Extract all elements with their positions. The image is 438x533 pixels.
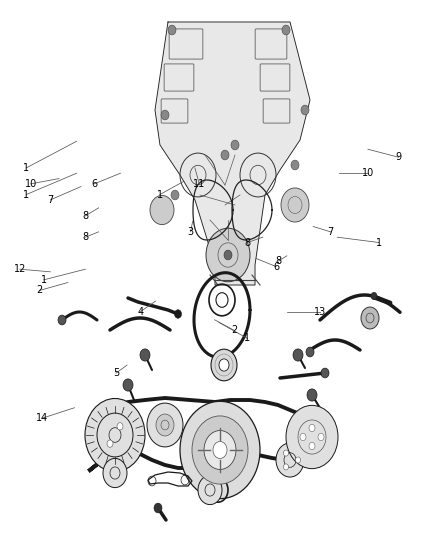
Polygon shape xyxy=(155,22,310,285)
Circle shape xyxy=(283,464,289,470)
Text: 1: 1 xyxy=(376,238,382,247)
Text: 1: 1 xyxy=(157,190,163,199)
Text: 10: 10 xyxy=(25,179,37,189)
Text: 12: 12 xyxy=(14,264,26,274)
Circle shape xyxy=(103,458,127,488)
Circle shape xyxy=(300,433,306,441)
Circle shape xyxy=(224,250,232,260)
Circle shape xyxy=(168,25,176,35)
Circle shape xyxy=(296,457,300,463)
Circle shape xyxy=(85,399,145,472)
Circle shape xyxy=(231,140,239,150)
Text: 4: 4 xyxy=(137,307,143,317)
Circle shape xyxy=(309,424,315,432)
Text: 9: 9 xyxy=(396,152,402,162)
Circle shape xyxy=(282,25,290,35)
Circle shape xyxy=(318,433,324,441)
Circle shape xyxy=(283,450,289,456)
Text: 7: 7 xyxy=(47,195,53,205)
Text: 2: 2 xyxy=(231,326,237,335)
Circle shape xyxy=(219,359,229,371)
Text: 11: 11 xyxy=(193,179,205,189)
Circle shape xyxy=(206,228,250,282)
Text: 7: 7 xyxy=(328,227,334,237)
Circle shape xyxy=(107,440,113,447)
Circle shape xyxy=(174,310,181,318)
Text: 1: 1 xyxy=(23,163,29,173)
Text: 8: 8 xyxy=(244,238,251,247)
Circle shape xyxy=(58,315,66,325)
Circle shape xyxy=(211,349,237,381)
Circle shape xyxy=(161,110,169,120)
Circle shape xyxy=(150,196,174,224)
Circle shape xyxy=(171,190,179,200)
Circle shape xyxy=(321,368,329,378)
Circle shape xyxy=(309,442,315,450)
Circle shape xyxy=(123,379,133,391)
Circle shape xyxy=(198,475,222,505)
Circle shape xyxy=(361,307,379,329)
Circle shape xyxy=(140,349,150,361)
Circle shape xyxy=(306,347,314,357)
Text: 8: 8 xyxy=(82,232,88,242)
Text: 2: 2 xyxy=(36,286,42,295)
Circle shape xyxy=(307,389,317,401)
Text: 1: 1 xyxy=(41,275,47,285)
Circle shape xyxy=(286,406,338,469)
Circle shape xyxy=(301,105,309,115)
Text: 6: 6 xyxy=(273,262,279,271)
Circle shape xyxy=(117,423,123,430)
Circle shape xyxy=(154,503,162,513)
Text: 10: 10 xyxy=(362,168,374,178)
Circle shape xyxy=(371,292,377,300)
Circle shape xyxy=(192,416,248,484)
Text: 13: 13 xyxy=(314,307,326,317)
Circle shape xyxy=(156,414,174,436)
Text: 14: 14 xyxy=(35,414,48,423)
Circle shape xyxy=(147,403,183,447)
Circle shape xyxy=(204,431,236,470)
Text: 6: 6 xyxy=(91,179,97,189)
Text: 1: 1 xyxy=(23,190,29,199)
Text: 3: 3 xyxy=(187,227,194,237)
Circle shape xyxy=(180,401,260,499)
Circle shape xyxy=(291,160,299,170)
Circle shape xyxy=(276,443,304,477)
Circle shape xyxy=(221,150,229,160)
Text: 8: 8 xyxy=(275,256,281,266)
Circle shape xyxy=(293,349,303,361)
Text: 5: 5 xyxy=(113,368,119,378)
Text: 1: 1 xyxy=(244,334,251,343)
Circle shape xyxy=(213,441,227,458)
Text: 8: 8 xyxy=(82,211,88,221)
Circle shape xyxy=(281,188,309,222)
